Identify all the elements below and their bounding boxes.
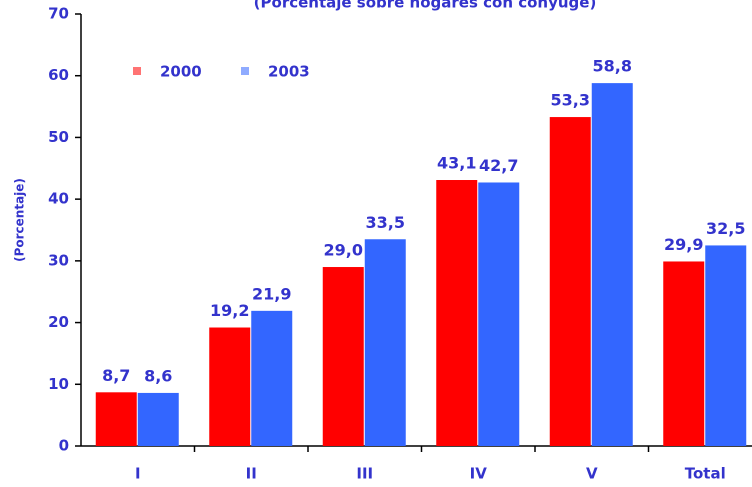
bar <box>322 267 364 446</box>
x-tick-label: III <box>356 465 373 483</box>
y-tick-label: 20 <box>48 313 69 331</box>
value-label: 19,2 <box>210 301 249 320</box>
value-label: 42,7 <box>479 156 518 175</box>
bar <box>95 392 137 446</box>
chart-title: (Porcentaje sobre hogares con cónyuge) <box>254 0 597 12</box>
value-label: 29,9 <box>664 235 703 254</box>
bar <box>591 83 633 447</box>
x-tick-label: V <box>586 465 598 483</box>
x-tick-label: I <box>135 465 141 483</box>
y-tick-label: 70 <box>48 5 69 23</box>
value-label: 58,8 <box>593 57 632 76</box>
bar <box>209 327 251 446</box>
value-label: 53,3 <box>551 91 590 110</box>
value-label: 32,5 <box>706 219 745 238</box>
bar <box>478 182 520 447</box>
y-tick-label: 30 <box>48 251 69 269</box>
legend-marker <box>133 67 141 75</box>
legend-label: 2000 <box>160 63 202 81</box>
y-tick-label: 10 <box>48 375 69 393</box>
bar <box>251 310 293 446</box>
value-label: 33,5 <box>366 213 405 232</box>
value-label: 29,0 <box>324 241 363 260</box>
x-tick-label: Total <box>685 465 726 483</box>
legend-label: 2003 <box>268 63 310 81</box>
y-tick-label: 50 <box>48 128 69 146</box>
value-label: 8,7 <box>102 366 130 385</box>
value-label: 43,1 <box>437 154 476 173</box>
x-tick-label: II <box>246 465 257 483</box>
x-tick-label: IV <box>470 465 488 483</box>
bar <box>549 117 591 446</box>
bar <box>436 180 478 447</box>
y-axis-label: (Porcentaje) <box>13 178 27 262</box>
value-label: 21,9 <box>252 284 291 303</box>
value-label: 8,6 <box>144 366 172 385</box>
bar <box>137 392 179 446</box>
legend-marker <box>241 67 249 75</box>
bar <box>663 261 705 446</box>
y-tick-label: 60 <box>48 66 69 84</box>
y-tick-label: 0 <box>59 437 69 455</box>
y-tick-label: 40 <box>48 190 69 208</box>
bar <box>705 245 747 446</box>
bar <box>364 239 406 446</box>
